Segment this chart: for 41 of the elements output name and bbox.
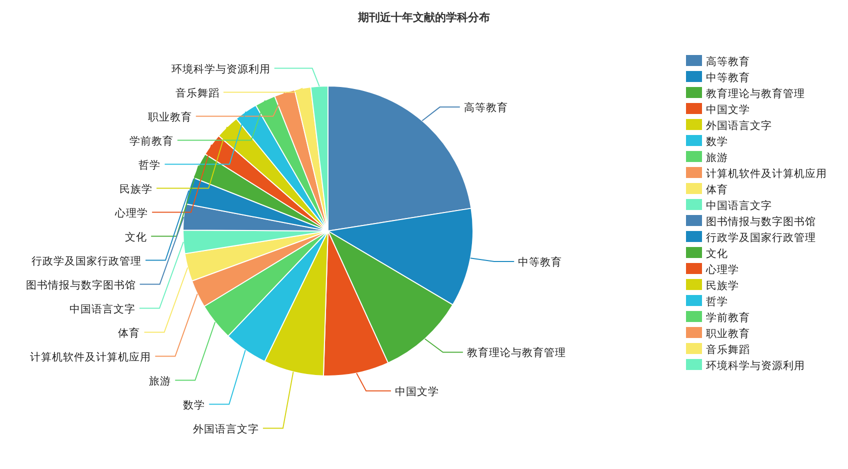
legend-label: 中国文学 (706, 103, 750, 116)
slice-label: 行政学及国家行政管理 (31, 254, 142, 268)
slice-label: 计算机软件及计算机应用 (30, 350, 152, 364)
legend-label: 中国语言文字 (706, 199, 772, 212)
legend-label: 图书情报与数字图书馆 (706, 215, 816, 228)
legend-label: 旅游 (706, 151, 728, 164)
legend-label: 高等教育 (706, 55, 750, 68)
slice-label: 中国语言文字 (69, 302, 136, 316)
slice-label: 中国文学 (394, 384, 439, 398)
slice-label: 环境科学与资源利用 (171, 62, 270, 76)
slice-label: 旅游 (149, 374, 172, 388)
slice-label: 教育理论与教育管理 (466, 346, 566, 360)
slice-label: 民族学 (119, 182, 152, 196)
slice-label: 数学 (183, 399, 206, 412)
legend-label: 学前教育 (706, 311, 750, 324)
slice-label: 中等教育 (518, 256, 562, 269)
slice-label: 职业教育 (148, 110, 192, 124)
legend-label: 职业教育 (706, 327, 750, 340)
legend-label: 中等教育 (706, 71, 750, 84)
legend-label: 环境科学与资源利用 (706, 359, 805, 372)
legend-label: 教育理论与教育管理 (706, 87, 805, 100)
legend-label: 计算机软件及计算机应用 (706, 167, 827, 180)
legend-label: 心理学 (705, 263, 739, 276)
legend-label: 哲学 (706, 295, 728, 308)
legend-label: 数学 (706, 136, 728, 148)
slice-label: 学前教育 (129, 134, 174, 148)
slice-label: 音乐舞蹈 (175, 86, 220, 100)
chart-title: 期刊近十年文献的学科分布 (357, 11, 490, 24)
legend-label: 行政学及国家行政管理 (706, 231, 816, 244)
legend-label: 外国语言文字 (706, 119, 772, 132)
slice-label: 心理学 (114, 206, 148, 220)
slice-label: 高等教育 (464, 101, 508, 114)
legend-label: 文化 (706, 247, 728, 260)
slice-label: 图书情报与数字图书馆 (26, 278, 136, 292)
slice-label: 外国语言文字 (192, 422, 259, 436)
legend-label: 民族学 (706, 279, 739, 292)
legend-label: 体育 (706, 183, 728, 196)
slice-label: 哲学 (138, 158, 161, 172)
slice-label: 文化 (125, 230, 148, 244)
legend-label: 音乐舞蹈 (706, 343, 750, 356)
slice-label: 体育 (118, 326, 140, 340)
